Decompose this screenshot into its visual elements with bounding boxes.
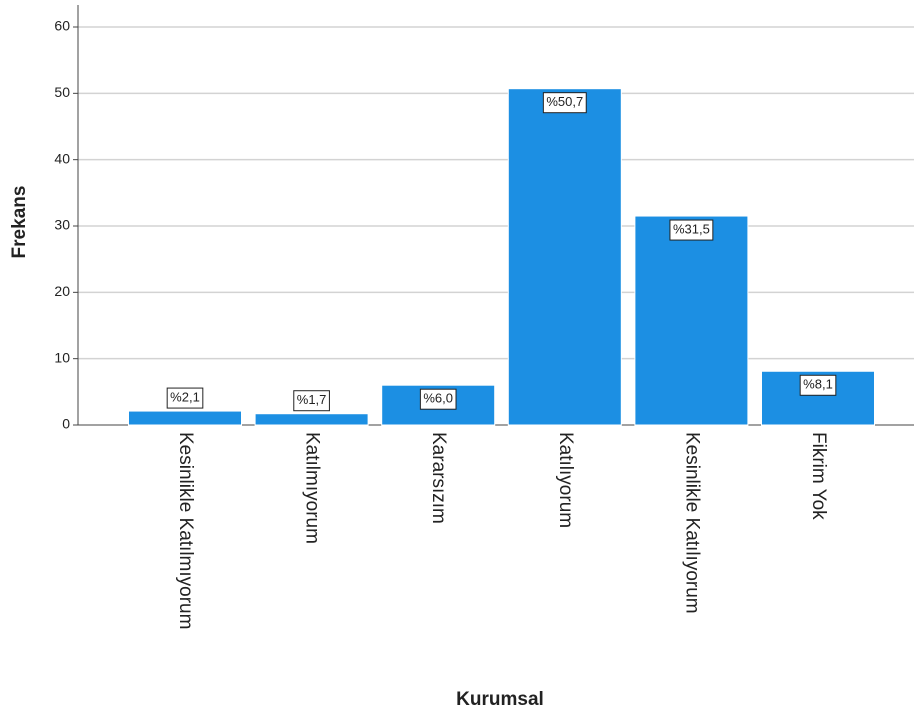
value-label-box: [542, 92, 587, 114]
value-label-box: [166, 387, 204, 409]
value-label: %2,1: [170, 390, 200, 405]
bar: [254, 413, 369, 426]
value-label: %50,7: [546, 94, 583, 109]
x-tick-label: Katılıyorum: [555, 432, 576, 528]
y-tick-label: 60: [54, 18, 70, 34]
y-axis-title: Frekans: [9, 186, 30, 259]
y-tick-label: 20: [54, 283, 70, 299]
y-tick-label: 0: [62, 416, 70, 432]
x-tick-label: Kesinlikle Katılmıyorum: [175, 432, 196, 629]
x-axis-title: Kurumsal: [456, 689, 544, 710]
y-tick-label: 10: [54, 349, 70, 365]
value-label: %8,1: [803, 377, 833, 392]
y-tick-label: 50: [54, 84, 70, 100]
bar: [507, 88, 622, 426]
value-label: %1,7: [297, 392, 327, 407]
bar: [634, 215, 749, 426]
y-tick-label: 40: [54, 150, 70, 166]
x-tick-label: Katılmıyorum: [302, 432, 323, 544]
value-label: %31,5: [673, 221, 710, 236]
value-label-box: [669, 219, 714, 241]
value-label: %6,0: [423, 391, 453, 406]
bar: [128, 410, 242, 426]
value-label-box: [799, 374, 837, 396]
value-label-box: [293, 390, 330, 412]
x-tick-label: Kesinlikle Katılıyorum: [681, 432, 702, 614]
value-label-box: [419, 388, 457, 410]
y-tick-label: 30: [54, 217, 70, 233]
x-tick-label: Fikrim Yok: [808, 432, 829, 520]
x-tick-label: Kararsızım: [428, 432, 449, 524]
